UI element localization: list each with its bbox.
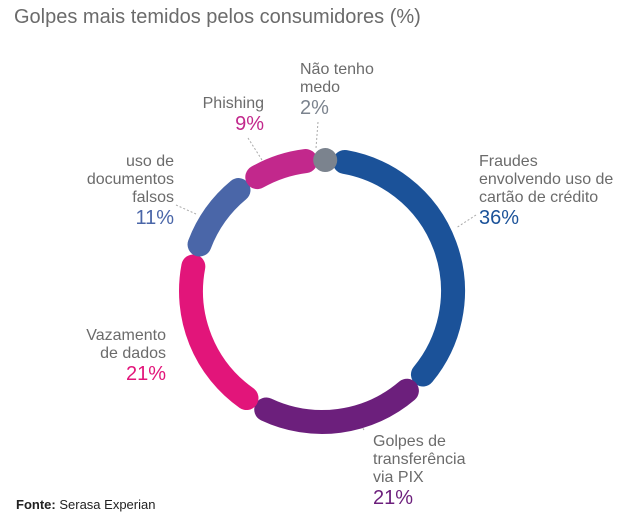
donut-slice-1: [254, 378, 419, 434]
label-vazamento: Vazamento de dados 21%: [86, 327, 166, 385]
donut-slice-2: [179, 254, 259, 411]
donut-slice-4: [245, 149, 318, 190]
leader-line: [175, 204, 197, 215]
leader-line: [315, 121, 319, 149]
label-phishing: Phishing 9%: [202, 95, 264, 135]
chart-title: Golpes mais temidos pelos consumidores (…: [14, 6, 421, 28]
donut-slice-0: [332, 149, 465, 387]
label-nao-tenho-medo: Não tenho medo 2%: [300, 61, 374, 119]
label-documentos-falsos: uso de documentos falsos 11%: [86, 153, 174, 229]
label-fraudes-cartao: Fraudes envolvendo uso de cartão de crédit…: [479, 153, 614, 229]
donut-slice-3: [187, 178, 251, 257]
leader-line: [455, 214, 477, 229]
leader-line: [247, 137, 263, 161]
label-pix: Golpes de transferência via PIX 21%: [373, 433, 466, 509]
source-note: Fonte: Serasa Experian: [16, 497, 156, 512]
